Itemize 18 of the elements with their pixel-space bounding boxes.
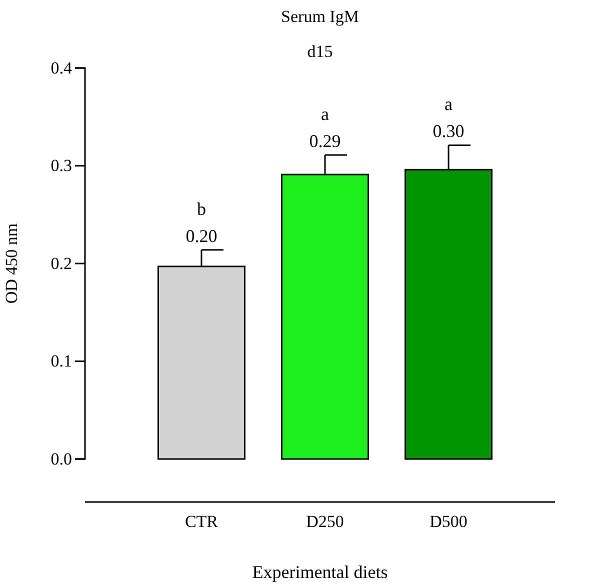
y-tick-label: 0.3 [50,156,72,176]
annotation: a [321,104,329,124]
y-tick-label: 0.4 [50,58,72,78]
y-tick-label: 0.1 [50,352,72,371]
chart-subtitle: d15 [307,42,333,61]
x-axis-title: Experimental diets [252,562,388,582]
y-tick-label: 0.0 [50,449,72,468]
x-tick-label: CTR [184,512,219,532]
chart-title: Serum IgM [281,7,359,26]
annotation: a [444,94,453,114]
data-label: 0.29 [309,130,341,151]
data-label: 0.20 [186,226,218,246]
x-tick-label: D500 [430,512,468,532]
data-label: 0.30 [432,121,464,142]
y-axis-title: OD 450 nm [2,223,21,304]
y-tick-label: 0.2 [50,254,72,273]
annotation: b [196,198,206,219]
x-tick-label: D250 [306,512,344,532]
